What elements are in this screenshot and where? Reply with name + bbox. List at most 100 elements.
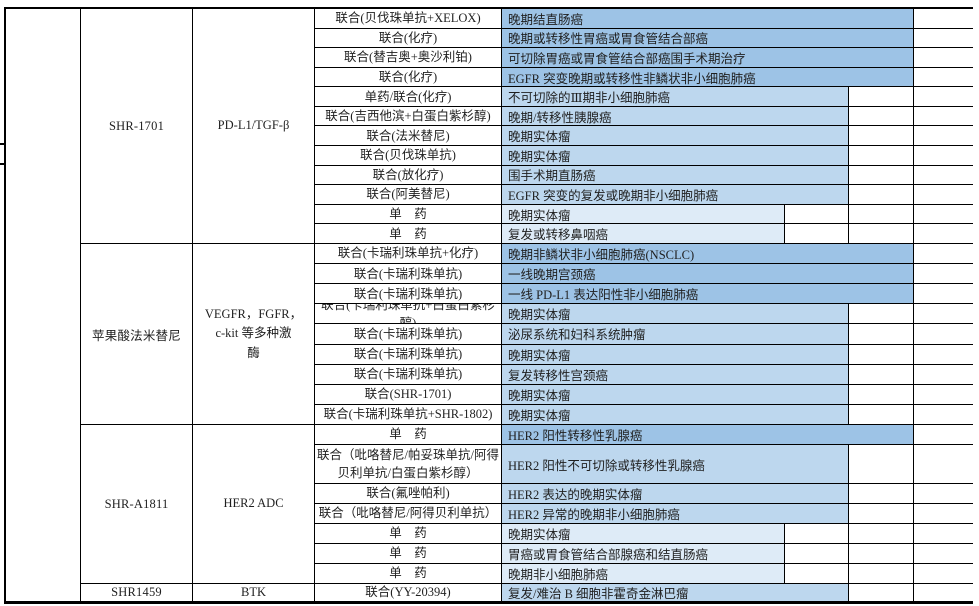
phase-empty-cell: [914, 48, 975, 67]
table-row: 联合(贝伐珠单抗+XELOX) 晚期结直肠癌: [315, 9, 975, 29]
pipeline-table-sections: SHR-1701 PD-L1/TGF-β 联合(贝伐珠单抗+XELOX) 晚期结直肠癌…: [81, 9, 975, 601]
table-row: 单 药晚期实体瘤: [315, 204, 975, 225]
indication-bar: 复发或转移鼻咽癌: [502, 224, 785, 243]
therapy-cell: 联合(法米替尼): [315, 126, 502, 146]
target-line: c-kit 等多种激: [215, 326, 292, 341]
table-row: 联合(放化疗) 围手术期直肠癌: [315, 165, 975, 186]
phase-empty-cell: [914, 9, 975, 28]
phase-empty-cell: [849, 384, 914, 404]
section-rows: 联合(卡瑞利珠单抗+化疗) 晚期非鳞状非小细胞肺癌(NSCLC) 联合(卡瑞利珠单抗…: [315, 244, 975, 424]
left-edge-tick: [0, 163, 5, 165]
phase-empty-cell: [914, 544, 975, 563]
therapy-cell: 联合(贝伐珠单抗): [315, 146, 502, 165]
table-section: SHR-1701 PD-L1/TGF-β 联合(贝伐珠单抗+XELOX) 晚期结直肠癌…: [81, 9, 975, 244]
phase-empty-cell: [914, 524, 975, 543]
phase-empty-cell: [849, 404, 914, 424]
indication-bar: 复发转移性宫颈癌: [502, 364, 849, 384]
phase-empty-cell: [914, 484, 975, 503]
left-edge-tick: [0, 143, 5, 145]
section-rows: 联合(贝伐珠单抗+XELOX) 晚期结直肠癌 联合(化疗) 晚期或转移性胃癌或胃食管结…: [315, 9, 975, 243]
indication-bar: HER2 阳性转移性乳腺癌: [502, 425, 914, 444]
table-row: 联合（吡咯替尼/帕妥珠单抗/阿得贝利单抗/白蛋白紫杉醇） HER2 阳性不可切除或…: [315, 445, 975, 484]
phase-empty-cell: [849, 344, 914, 364]
therapy-cell: 单 药: [315, 544, 502, 563]
table-row: 联合(卡瑞利珠单抗+化疗) 晚期非鳞状非小细胞肺癌(NSCLC): [315, 244, 975, 265]
phase-empty-cell: [914, 28, 975, 48]
table-row: 联合(法米替尼) 晚期实体瘤: [315, 126, 975, 147]
table-section: SHR1459 BTK 联合(YY-20394) 复发/难治 B 细胞非霍奇金淋巴瘤: [81, 584, 975, 601]
phase-empty-cell: [849, 445, 914, 483]
indication-bar: 晚期非鳞状非小细胞肺癌(NSCLC): [502, 244, 914, 264]
indication-bar: 晚期实体瘤: [502, 204, 785, 224]
section-rows: 联合(YY-20394) 复发/难治 B 细胞非霍奇金淋巴瘤: [315, 584, 975, 601]
phase-empty-cell: [914, 244, 975, 264]
therapy-cell: 联合(卡瑞利珠单抗): [315, 264, 502, 284]
target-line: PD-L1/TGF-β: [217, 118, 290, 133]
table-row: 单 药晚期非小细胞肺癌: [315, 564, 975, 583]
therapy-cell: 联合(氟唑帕利): [315, 484, 502, 503]
table-row: 单 药复发或转移鼻咽癌: [315, 224, 975, 243]
indication-bar: 晚期/转移性胰腺癌: [502, 106, 849, 126]
drug-name: SHR1459: [81, 584, 193, 601]
pipeline-table: SHR-1701 PD-L1/TGF-β 联合(贝伐珠单抗+XELOX) 晚期结直肠癌…: [4, 7, 975, 604]
table-row: 联合(阿美替尼) EGFR 突变的复发或晚期非小细胞肺癌: [315, 185, 975, 205]
table-empty-left-column: [6, 9, 81, 601]
phase-empty-cell: [785, 524, 849, 543]
phase-empty-cell: [914, 324, 975, 344]
therapy-cell: 联合(化疗): [315, 67, 502, 87]
phase-empty-cell: [849, 87, 914, 106]
phase-empty-cell: [914, 584, 975, 601]
table-row: 联合(贝伐珠单抗) 晚期实体瘤: [315, 146, 975, 166]
phase-empty-cell: [849, 224, 914, 243]
table-row: 单 药胃癌或胃食管结合部腺癌和结直肠癌: [315, 544, 975, 564]
table-row: 单 药晚期实体瘤: [315, 524, 975, 544]
phase-empty-cell: [785, 544, 849, 563]
phase-empty-cell: [914, 384, 975, 404]
indication-bar: 晚期结直肠癌: [502, 9, 914, 28]
phase-empty-cell: [914, 564, 975, 583]
indication-bar: 晚期实体瘤: [502, 126, 849, 146]
table-row: 单药/联合(化疗) 不可切除的Ⅲ期非小细胞肺癌: [315, 87, 975, 107]
table-section: 苹果酸法米替尼 VEGFR，FGFR， c-kit 等多种激酶 联合(卡瑞利珠单抗+化…: [81, 244, 975, 425]
indication-bar: 晚期实体瘤: [502, 344, 849, 364]
target-name: PD-L1/TGF-β: [193, 9, 315, 243]
drug-name: 苹果酸法米替尼: [81, 244, 193, 424]
therapy-cell: 联合(卡瑞利珠单抗): [315, 344, 502, 364]
phase-empty-cell: [849, 304, 914, 324]
table-row: 联合(卡瑞利珠单抗) 一线 PD-L1 表达阳性非小细胞肺癌: [315, 284, 975, 305]
indication-bar: EGFR 突变晚期或转移性非鳞状非小细胞肺癌: [502, 67, 914, 87]
table-row: 联合(氟唑帕利) HER2 表达的晚期实体瘤: [315, 484, 975, 504]
table-section: SHR-A1811 HER2 ADC 单 药 HER2 阳性转移性乳腺癌 联合（吡咯替尼…: [81, 425, 975, 584]
phase-empty-cell: [914, 425, 975, 444]
drug-name: SHR-A1811: [81, 425, 193, 583]
therapy-cell: 联合(化疗): [315, 28, 502, 48]
table-row: 联合(卡瑞利珠单抗+白蛋白紫杉醇) 晚期实体瘤: [315, 304, 975, 325]
indication-bar: 晚期实体瘤: [502, 524, 785, 543]
target-name: BTK: [193, 584, 315, 601]
phase-empty-cell: [914, 504, 975, 523]
phase-empty-cell: [914, 146, 975, 165]
target-name: HER2 ADC: [193, 425, 315, 583]
therapy-cell: 联合（吡咯替尼/帕妥珠单抗/阿得贝利单抗/白蛋白紫杉醇）: [315, 445, 502, 483]
indication-bar: 复发/难治 B 细胞非霍奇金淋巴瘤: [502, 584, 849, 601]
therapy-cell: 联合(吉西他滨+白蛋白紫杉醇): [315, 106, 502, 126]
table-row: 联合(SHR-1701) 晚期实体瘤: [315, 384, 975, 405]
phase-empty-cell: [849, 324, 914, 344]
phase-empty-cell: [849, 165, 914, 185]
table-row: 联合(卡瑞利珠单抗) 复发转移性宫颈癌: [315, 364, 975, 385]
phase-empty-cell: [849, 185, 914, 204]
phase-empty-cell: [849, 126, 914, 146]
therapy-cell: 联合(卡瑞利珠单抗): [315, 324, 502, 344]
therapy-cell: 联合(卡瑞利珠单抗): [315, 284, 502, 304]
indication-bar: HER2 阳性不可切除或转移性乳腺癌: [502, 445, 849, 483]
table-row: 单 药 HER2 阳性转移性乳腺癌: [315, 425, 975, 445]
target-line: BTK: [241, 584, 266, 599]
phase-empty-cell: [914, 304, 975, 324]
therapy-cell: 单 药: [315, 524, 502, 543]
phase-empty-cell: [849, 504, 914, 523]
indication-bar: 晚期或转移性胃癌或胃食管结合部癌: [502, 28, 914, 48]
therapy-cell: 联合(贝伐珠单抗+XELOX): [315, 9, 502, 28]
phase-empty-cell: [914, 224, 975, 243]
table-row: 联合(卡瑞利珠单抗) 晚期实体瘤: [315, 344, 975, 365]
phase-empty-cell: [849, 564, 914, 583]
